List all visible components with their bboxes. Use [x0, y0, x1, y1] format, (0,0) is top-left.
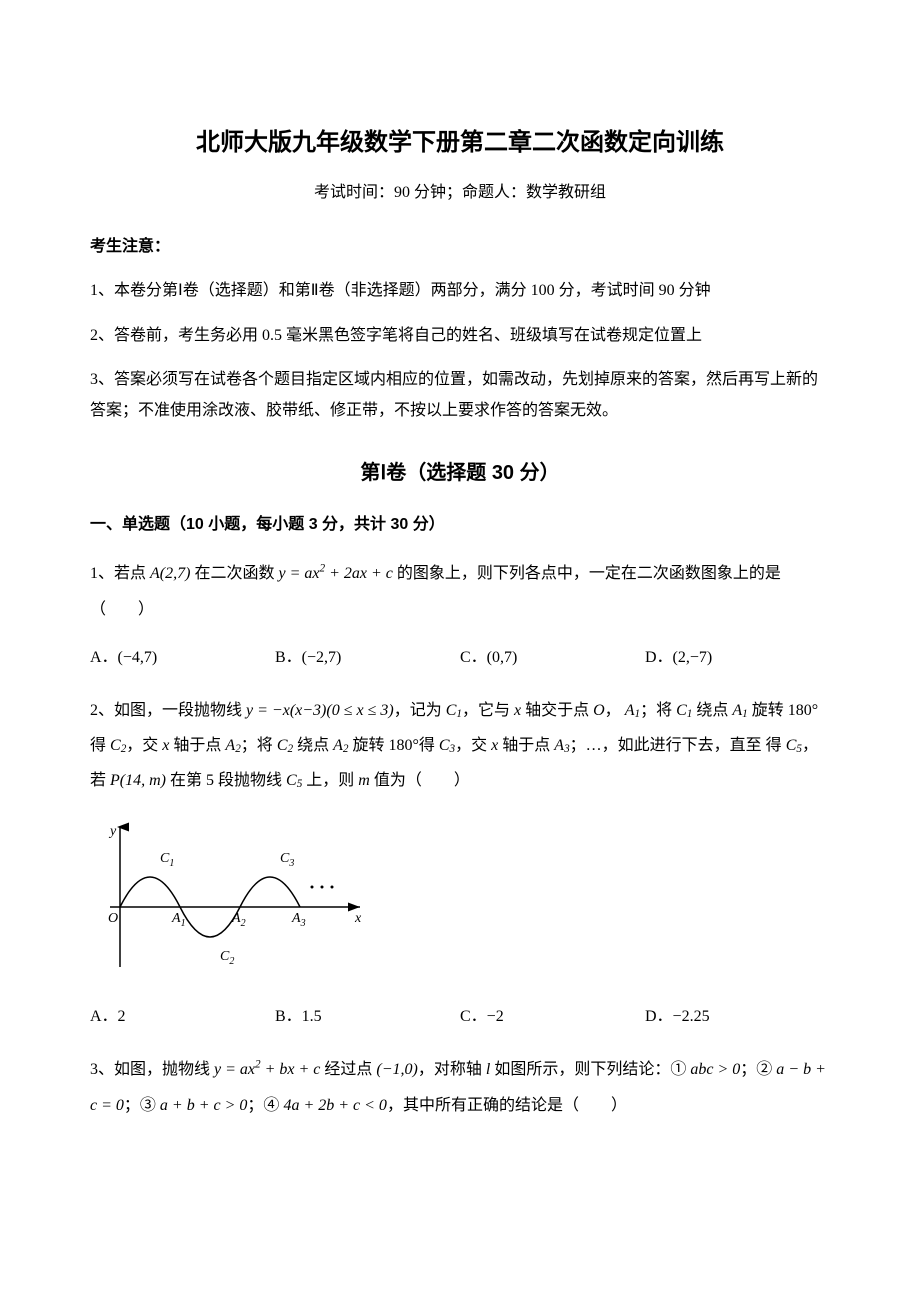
q3-p2: 经过点: [320, 1061, 376, 1078]
q1-option-a[interactable]: A．(−4,7): [90, 643, 275, 673]
q1-prefix: 1、若点: [90, 565, 150, 582]
instruction-3: 3、答案必须写在试卷各个题目指定区域内相应的位置，如需改动，先划掉原来的答案，然…: [90, 365, 830, 426]
q2-c3: C3: [439, 737, 455, 754]
q2-p1: 2、如图，一段抛物线: [90, 702, 246, 719]
q2-l2h: 轴于点: [498, 737, 554, 754]
q2-p7: 绕点: [692, 702, 732, 719]
q2-m: m: [358, 772, 370, 789]
q2-A1b: A1: [732, 702, 747, 719]
q2-O: O: [593, 702, 605, 719]
q2-c1: C1: [446, 702, 462, 719]
q3-c1: abc > 0: [690, 1061, 740, 1078]
exam-title: 北师大版九年级数学下册第二章二次函数定向训练: [90, 120, 830, 166]
question-2: 2、如图，一段抛物线 y = −x(x−3)(0 ≤ x ≤ 3)，记为 C1，…: [90, 693, 830, 799]
q2-P: P(14, m): [110, 772, 166, 789]
q2-p5: ，: [605, 702, 625, 719]
svg-text:A3: A3: [291, 911, 306, 929]
q2-c5b: C5: [286, 772, 302, 789]
q2-A2: A2: [225, 737, 240, 754]
q3-formula: y = ax2 + bx + c: [214, 1061, 320, 1078]
q1-option-d[interactable]: D．(2,−7): [645, 643, 830, 673]
q3-p3: ，对称轴: [418, 1061, 486, 1078]
q3-p5: ；②: [740, 1061, 772, 1078]
q2-p8: 旋转: [748, 702, 784, 719]
q2-c2b: C2: [277, 737, 293, 754]
q2-option-a[interactable]: A．2: [90, 1002, 275, 1032]
notice-header: 考生注意：: [90, 232, 830, 262]
q2-A3: A3: [554, 737, 569, 754]
q2-p3: ，它与: [462, 702, 514, 719]
part-1-header: 第Ⅰ卷（选择题 30 分）: [90, 454, 830, 492]
q2-l2c: 轴于点: [169, 737, 225, 754]
q2-l2d: ；将: [241, 737, 277, 754]
q1-option-c[interactable]: C．(0,7): [460, 643, 645, 673]
q2-l2i: ；…，如此进行下去，直至: [570, 737, 762, 754]
q1-option-b[interactable]: B．(−2,7): [275, 643, 460, 673]
q3-l2b: ；③: [124, 1097, 160, 1114]
q2-formula1: y = −x(x−3)(0 ≤ x ≤ 3): [246, 702, 394, 719]
instruction-1: 1、本卷分第Ⅰ卷（选择题）和第Ⅱ卷（非选择题）两部分，满分 100 分，考试时间…: [90, 276, 830, 306]
q2-l2e: 绕点: [293, 737, 333, 754]
question-3: 3、如图，抛物线 y = ax2 + bx + c 经过点 (−1,0)，对称轴…: [90, 1052, 830, 1122]
q3-p1: 3、如图，抛物线: [90, 1061, 214, 1078]
svg-text:x: x: [354, 911, 362, 926]
svg-text:C1: C1: [160, 851, 174, 869]
q1-options: A．(−4,7) B．(−2,7) C．(0,7) D．(2,−7): [90, 643, 830, 673]
svg-text:O: O: [108, 911, 118, 926]
q2-option-d[interactable]: D．−2.25: [645, 1002, 830, 1032]
q2-c5: C5: [786, 737, 802, 754]
q2-figure: O y x C1 C2 C3 A1 A2 A3: [90, 817, 830, 988]
q2-p6: ；将: [640, 702, 676, 719]
svg-text:C2: C2: [220, 949, 234, 967]
svg-text:y: y: [108, 824, 117, 839]
q2-option-c[interactable]: C．−2: [460, 1002, 645, 1032]
q3-l2c: ；④: [247, 1097, 283, 1114]
svg-text:A2: A2: [231, 911, 246, 929]
q2-l3a: 得: [766, 737, 786, 754]
q2-l2b: ，交: [126, 737, 162, 754]
q2-c2: C2: [110, 737, 126, 754]
section-1-header: 一、单选题（10 小题，每小题 3 分，共计 30 分）: [90, 510, 830, 540]
q3-l2d: ，其中所有正确的结论是（ ）: [387, 1097, 627, 1114]
q2-option-b[interactable]: B．1.5: [275, 1002, 460, 1032]
svg-text:C3: C3: [280, 851, 294, 869]
q2-p4: 轴交于点: [521, 702, 593, 719]
q3-c4: 4a + 2b + c < 0: [283, 1097, 387, 1114]
q2-l2f: 旋转 180°得: [348, 737, 438, 754]
exam-subtitle: 考试时间：90 分钟；命题人：数学教研组: [90, 178, 830, 208]
q2-l3d: 上，则: [302, 772, 358, 789]
q3-c3: a + b + c > 0: [160, 1097, 248, 1114]
q3-p4: 如图所示，则下列结论：①: [490, 1061, 690, 1078]
q2-c1b: C1: [676, 702, 692, 719]
q1-mid1: 在二次函数: [190, 565, 278, 582]
q2-options: A．2 B．1.5 C．−2 D．−2.25: [90, 1002, 830, 1032]
q2-A2b: A2: [333, 737, 348, 754]
q2-l2g: ，交: [455, 737, 491, 754]
q2-l3e: 值为（ ）: [370, 772, 470, 789]
q2-l3c: 在第 5 段抛物线: [166, 772, 286, 789]
q1-formula: y = ax2 + 2ax + c: [278, 565, 392, 582]
q1-point: A(2,7): [150, 565, 190, 582]
parabola-wave-svg: O y x C1 C2 C3 A1 A2 A3: [90, 817, 380, 977]
instruction-2: 2、答卷前，考生务必用 0.5 毫米黑色签字笔将自己的姓名、班级填写在试卷规定位…: [90, 321, 830, 351]
question-1: 1、若点 A(2,7) 在二次函数 y = ax2 + 2ax + c 的图象上…: [90, 556, 830, 626]
q2-A1: A1: [625, 702, 640, 719]
q3-point: (−1,0): [376, 1061, 417, 1078]
q2-p2: ，记为: [394, 702, 446, 719]
